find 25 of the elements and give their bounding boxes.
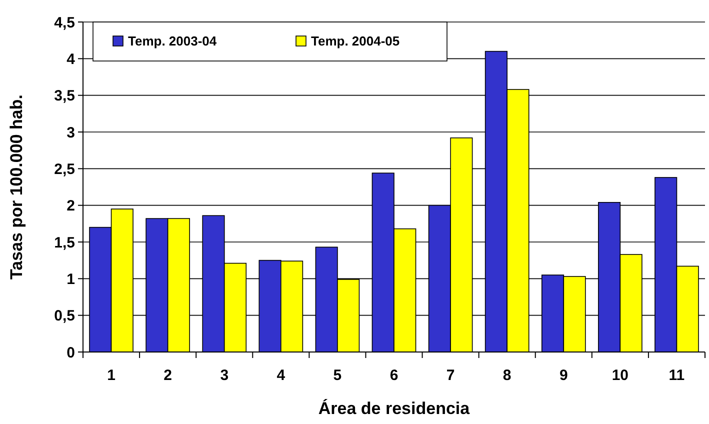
y-tick-label: 0,5 <box>54 308 75 325</box>
y-tick-label: 2 <box>66 198 75 215</box>
x-tick-label: 9 <box>559 367 568 384</box>
y-tick-label: 1,5 <box>54 234 75 252</box>
x-tick-label: 3 <box>220 367 229 384</box>
y-axis-title: Tasas por 100.000 hab. <box>7 94 26 280</box>
y-tick-label: 4 <box>66 50 76 68</box>
x-axis-title: Área de residencia <box>318 398 470 418</box>
x-tick-label: 8 <box>502 367 512 384</box>
y-tick-label: 2,5 <box>54 160 75 178</box>
legend-label: Temp. 2004-05 <box>311 34 400 49</box>
x-tick-label: 4 <box>276 367 286 384</box>
y-tick-label: 3,5 <box>54 88 75 105</box>
x-tick-label: 7 <box>446 367 455 384</box>
y-tick-label: 1 <box>66 270 75 288</box>
x-tick-label: 11 <box>668 367 685 384</box>
y-tick-label: 0 <box>66 344 75 362</box>
x-tick-label: 2 <box>164 367 172 384</box>
y-tick-label: 3 <box>66 124 75 142</box>
x-tick-label: 5 <box>333 367 342 384</box>
x-tick-label: 6 <box>390 367 398 384</box>
x-tick-label: 1 <box>107 367 116 384</box>
legend-label: Temp. 2003-04 <box>128 34 218 49</box>
y-tick-label: 4,5 <box>54 14 75 32</box>
x-tick-label: 10 <box>612 367 629 384</box>
